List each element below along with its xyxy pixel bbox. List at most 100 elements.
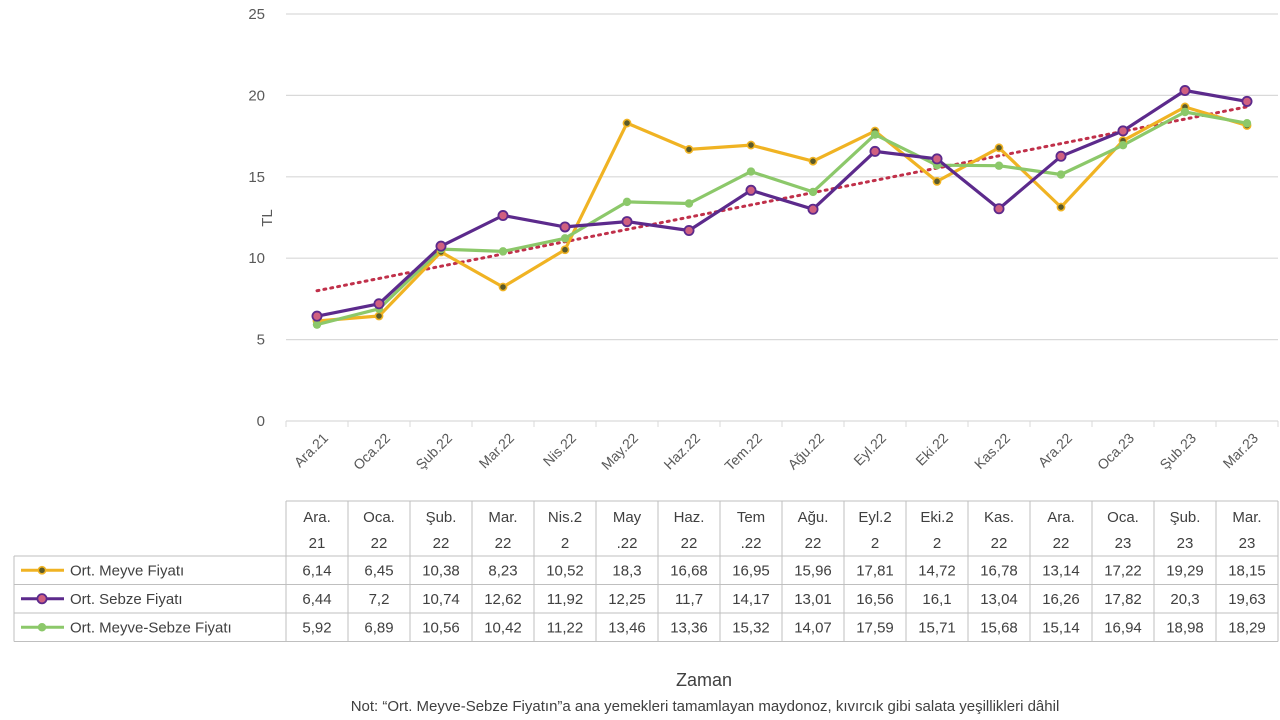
table-value-cell: 10,38 [422,562,460,579]
table-header-cell: Mar. [488,509,517,526]
trendline [315,105,1249,293]
y-tick-label: 15 [248,169,265,186]
table-header-cell: 22 [805,535,822,552]
data-point [560,245,570,255]
table-value-cell: 11,22 [547,619,583,636]
x-tick-label: Kas.22 [971,430,1013,472]
table-value-cell: 18,29 [1228,619,1266,636]
table-header-cell: Nis.2 [548,509,582,526]
x-tick-label: Tem.22 [721,430,765,474]
data-point [311,310,323,322]
data-point [1117,125,1129,137]
table-value-cell: 18,98 [1166,619,1204,636]
table-header-cell: Mar. [1232,509,1261,526]
data-point [498,247,508,256]
y-tick-label: 25 [248,6,265,23]
x-tick-label: Eki.22 [912,430,951,469]
table-header-cell: 22 [1053,535,1070,552]
data-point [560,234,570,243]
series-line [316,88,1248,318]
data-point [1241,95,1253,107]
x-tick-label: Nis.22 [540,430,580,470]
table-header-cell: .22 [741,535,762,552]
legend-label: Ort. Meyve Fiyatı [70,562,184,579]
x-tick-label: Mar.23 [1220,430,1262,472]
x-tick-label: May.22 [598,430,641,473]
table-value-cell: 17,22 [1104,562,1142,579]
table-value-cell: 13,36 [670,619,708,636]
table-header-cell: Tem [737,509,765,526]
data-point [1180,107,1190,117]
x-axis-category-labels: Ara.21 Oca.22 Şub.22 Mar.22 Nis.22 May.22 Haz.… [291,430,1262,474]
table-value-cell: 11,7 [675,591,703,608]
table-value-cell: 10,74 [422,591,460,608]
legend-label: Ort. Sebze Fiyatı [70,591,183,608]
table-value-cell: 18,15 [1228,562,1266,579]
x-tick-label: Ara.22 [1035,430,1076,471]
table-header-cell: 23 [1239,535,1256,552]
series-lines [311,85,1253,329]
legend-marker [37,565,47,575]
table-value-cell: 13,01 [794,591,832,608]
table-value-cell: 13,14 [1042,562,1080,579]
data-point [435,240,447,252]
x-tick-label: Mar.22 [476,430,518,472]
table-header-cell: Kas. [984,509,1014,526]
x-tick-label: Şub.22 [412,430,455,473]
data-point [931,153,943,165]
table-value-cell: 15,14 [1042,619,1080,636]
table-header-cell: 22 [433,535,450,552]
table-value-cell: 16,56 [856,591,894,608]
table-value-cell: 6,89 [364,619,393,636]
data-point [497,210,509,222]
trendline [315,105,1249,293]
x-tick-label: Oca.22 [350,430,393,473]
y-tick-label: 0 [257,413,265,430]
y-axis-ticks: 0 5 10 15 20 25 [248,6,265,430]
data-point [1118,141,1128,150]
table-value-cell: 16,78 [980,562,1018,579]
series-line [316,110,1248,327]
table-value-cell: 19,63 [1228,591,1266,608]
table-value-cell: 12,25 [608,591,646,608]
table-header-cell: Eyl.2 [858,509,891,526]
data-point [684,145,694,154]
data-point [1056,202,1066,212]
table-value-cell: 6,44 [302,591,331,608]
table-header-cell: 2 [561,535,569,552]
data-point [993,203,1005,215]
data-point [312,320,322,329]
data-point [994,161,1004,170]
table-header-cell: Ara. [303,509,331,526]
gridlines [285,13,1279,427]
table-value-cell: 16,94 [1104,619,1142,636]
legend-marker [37,623,47,632]
table-value-cell: 15,32 [732,619,770,636]
table-header-cell: 2 [933,535,941,552]
table-value-cell: 5,92 [302,619,331,636]
table-value-cell: 6,45 [364,562,393,579]
table-value-cell: 10,42 [484,619,522,636]
table-header-cell: Şub. [426,509,457,526]
table-value-cell: 10,56 [422,619,460,636]
table-header-cell: Ara. [1047,509,1075,526]
x-tick-label: Ağu.22 [784,430,827,473]
table-header-cell: 22 [991,535,1008,552]
y-axis-title: TL [259,209,276,227]
table-value-cell: 17,81 [856,562,894,579]
x-tick-label: Şub.23 [1156,430,1199,473]
x-axis-title: Zaman [676,670,732,690]
table-value-cell: 17,82 [1104,591,1142,608]
data-point [932,176,942,186]
data-point [1242,119,1252,128]
data-point [374,311,384,321]
table-value-cell: 16,95 [732,562,770,579]
table-value-cell: 13,46 [608,619,646,636]
table-value-cell: 17,59 [856,619,894,636]
table-value-cell: 6,14 [302,562,331,579]
table-value-cell: 12,62 [484,591,522,608]
table-header-cell: 23 [1177,535,1194,552]
legend-label: Ort. Meyve-Sebze Fiyatı [70,619,232,636]
table-header-cell: 22 [681,535,698,552]
table-header-cell: 2 [871,535,879,552]
